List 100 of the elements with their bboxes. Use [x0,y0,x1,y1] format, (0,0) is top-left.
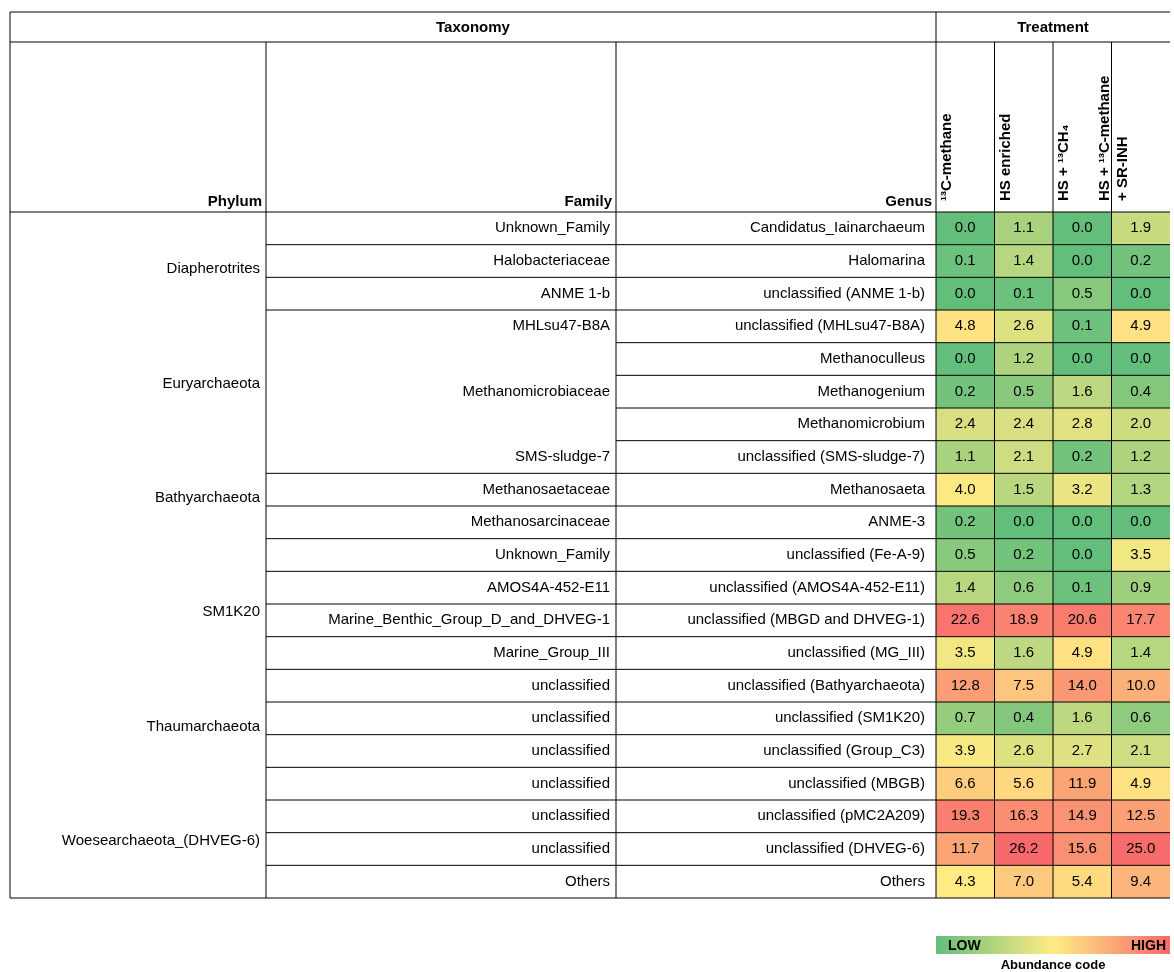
y2-tick-label: Unknown_Family [494,545,611,563]
data-label: 1.9 [1130,218,1152,236]
data-label: 0.0 [1071,512,1093,530]
data-label: 4.3 [954,871,976,889]
data-label: 0.9 [1130,577,1152,595]
data-label: 15.6 [1067,839,1097,857]
data-label: 0.5 [954,545,976,563]
y-tick-label: Methanosaeta [829,479,926,497]
y2-tick-label: unclassified [531,806,610,824]
data-label: 2.4 [1013,414,1035,432]
data-label: 3.2 [1071,479,1093,497]
text: Thaumarchaeota [146,716,261,734]
data-label: 0.0 [954,283,976,301]
data-label: 1.4 [1130,643,1152,661]
y2-tick-label: unclassified [531,773,610,791]
data-label: 0.0 [1071,349,1093,367]
data-label: 2.6 [1013,316,1035,334]
data-label: 12.5 [1126,806,1156,824]
text: Bathyarchaeota [154,487,261,505]
data-label: 5.4 [1071,871,1093,889]
text: Family [564,192,613,210]
data-label: 11.9 [1068,773,1097,791]
data-label: 2.4 [954,414,976,432]
data-label: 4.9 [1130,773,1152,791]
data-label: 6.6 [954,773,976,791]
data-label: 1.1 [1013,218,1035,236]
y2-tick-label: Marine_Benthic_Group_D_and_DHVEG-1 [328,610,610,628]
y2-tick-label: Halobacteriaceae [493,251,610,269]
data-label: 1.1 [954,447,976,465]
text: SM1K20 [202,602,260,620]
text: HIGH [1131,936,1166,954]
data-label: 2.6 [1013,741,1035,759]
y2-tick-label: MHLsu47-B8A [512,316,610,334]
data-label: 11.7 [951,839,980,857]
data-label: 5.6 [1013,773,1035,791]
x-tick-label: HS enriched [995,113,1013,201]
data-label: 1.6 [1071,381,1093,399]
text: LOW [948,936,981,954]
data-label: 0.4 [1130,381,1152,399]
y2-tick-label: Unknown_Family [494,218,611,236]
data-label: 25.0 [1126,839,1156,857]
y-tick-label: unclassified (Group_C3) [763,741,925,759]
data-label: 2.1 [1013,447,1035,465]
y-tick-label: Candidatus_Iainarchaeum [749,218,925,236]
data-label: 1.4 [954,577,976,595]
text: Woesearchaeota_(DHVEG-6) [61,830,260,848]
data-label: 2.1 [1130,741,1152,759]
y2-tick-label: unclassified [531,741,610,759]
data-label: 0.2 [954,512,976,530]
data-label: 0.6 [1130,708,1152,726]
y2-tick-label: Methanomicrobiaceae [462,381,610,399]
data-label: 0.0 [1071,251,1093,269]
data-label: 7.0 [1013,871,1035,889]
y-tick-label: unclassified (Fe-A-9) [786,545,925,563]
data-label: 4.9 [1071,643,1093,661]
y2-tick-label: Methanosarcinaceae [470,512,610,530]
x-tick-label: HS + ¹³C-methane + SR-INH [1094,75,1130,201]
data-label: 0.1 [1071,577,1093,595]
data-label: 0.5 [1071,283,1093,301]
data-label: 18.9 [1009,610,1039,628]
y-tick-label: Methanomicrobium [797,414,925,432]
x-tick-label: ¹³C-methane [937,113,955,201]
data-label: 1.6 [1071,708,1093,726]
y-tick-label: unclassified (pMC2A209) [757,806,925,824]
data-label: 17.7 [1126,610,1156,628]
data-label: 1.6 [1013,643,1035,661]
y-tick-label: unclassified (MBGD and DHVEG-1) [687,610,925,628]
data-label: 3.5 [1130,545,1152,563]
text: Diapherotrites [166,259,260,277]
y-tick-label: unclassified (SMS-sludge-7) [737,447,925,465]
data-label: 12.8 [950,675,980,693]
data-label: 3.5 [954,643,976,661]
data-label: 1.4 [1013,251,1035,269]
data-label: 0.0 [1071,545,1093,563]
data-label: 0.1 [954,251,976,269]
data-label: 0.0 [954,218,976,236]
y-tick-label: Halomarina [848,251,926,269]
y2-tick-label: unclassified [531,675,610,693]
y-tick-label: unclassified (Bathyarchaeota) [727,675,925,693]
x-tick-label: HS + ¹³CH₄ [1054,124,1072,201]
data-label: 20.6 [1067,610,1097,628]
data-label: 14.9 [1067,806,1097,824]
data-label: 9.4 [1130,871,1152,889]
y-tick-label: unclassified (ANME 1-b) [763,283,925,301]
y2-tick-label: unclassified [531,839,610,857]
data-label: 3.9 [954,741,976,759]
data-label: 2.8 [1071,414,1093,432]
y2-tick-label: SMS-sludge-7 [514,447,610,465]
data-label: 0.2 [1013,545,1035,563]
data-label: 0.0 [954,349,976,367]
data-label: 0.5 [1013,381,1035,399]
data-label: 0.0 [1130,283,1152,301]
data-label: 1.3 [1130,479,1152,497]
data-label: 4.0 [954,479,976,497]
data-label: 0.2 [1071,447,1093,465]
y2-tick-label: AMOS4A-452-E11 [486,577,610,595]
y-tick-label: unclassified (AMOS4A-452-E11) [709,577,925,595]
y-tick-label: unclassified (MBGB) [788,773,925,791]
data-label: 0.2 [954,381,976,399]
data-label: 0.0 [1071,218,1093,236]
